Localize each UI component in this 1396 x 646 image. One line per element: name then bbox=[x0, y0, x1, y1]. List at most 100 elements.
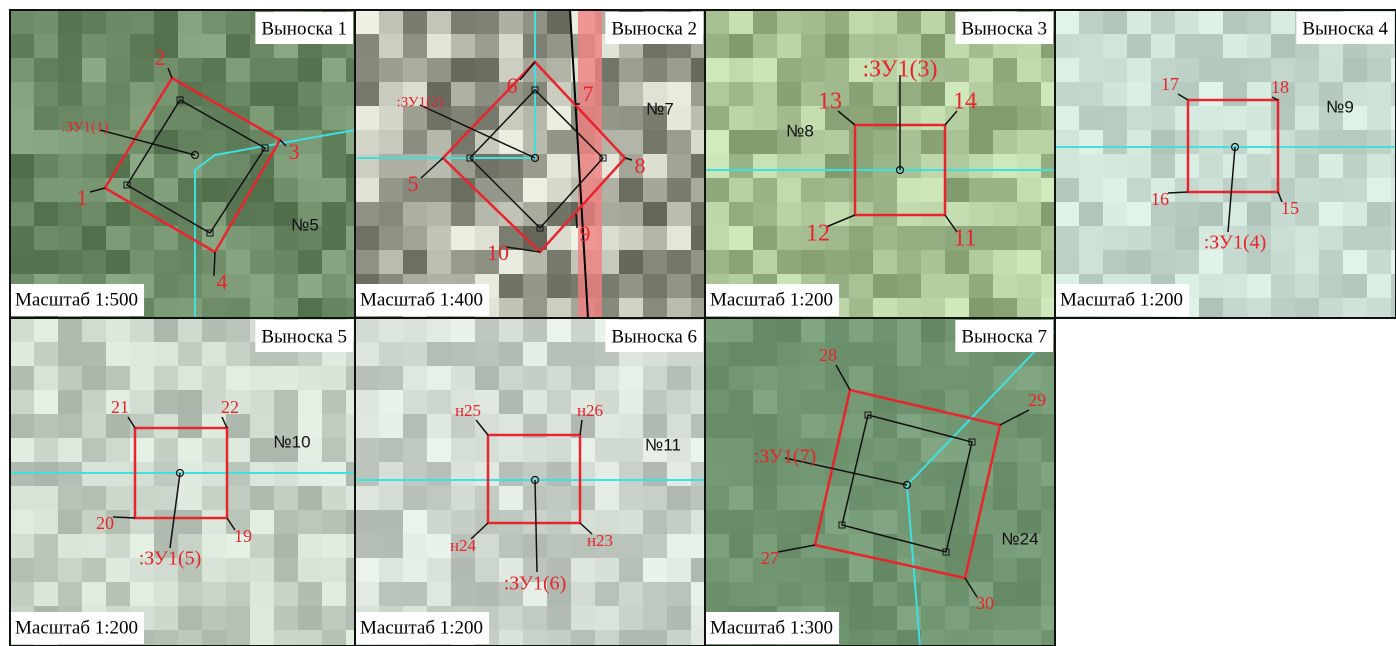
imagery-pixel bbox=[945, 630, 969, 646]
imagery-pixel bbox=[379, 178, 403, 202]
imagery-pixel bbox=[993, 582, 1017, 606]
imagery-pixel bbox=[58, 106, 82, 130]
imagery-pixel bbox=[523, 606, 547, 630]
point-label: 6 bbox=[507, 73, 518, 98]
imagery-pixel bbox=[1151, 154, 1175, 178]
imagery-pixel bbox=[34, 58, 58, 82]
imagery-pixel bbox=[1103, 226, 1127, 250]
imagery-pixel bbox=[849, 486, 873, 510]
imagery-pixel bbox=[691, 510, 705, 534]
imagery-pixel bbox=[475, 558, 499, 582]
imagery-pixel bbox=[691, 438, 705, 462]
imagery-pixel bbox=[547, 10, 571, 34]
imagery-pixel bbox=[178, 58, 202, 82]
imagery-pixel bbox=[705, 106, 729, 130]
imagery-pixel bbox=[274, 510, 298, 534]
point-leader bbox=[167, 67, 173, 79]
imagery-pixel bbox=[897, 10, 921, 34]
imagery-pixel bbox=[729, 438, 753, 462]
imagery-pixel bbox=[298, 486, 322, 510]
imagery-pixel bbox=[777, 226, 801, 250]
imagery-pixel bbox=[274, 226, 298, 250]
imagery-pixel bbox=[667, 154, 691, 178]
imagery-pixel bbox=[379, 462, 403, 486]
imagery-pixel bbox=[226, 274, 250, 298]
imagery-pixel bbox=[571, 606, 595, 630]
imagery-pixel bbox=[10, 10, 34, 34]
imagery-pixel bbox=[82, 130, 106, 154]
imagery-pixel bbox=[897, 82, 921, 106]
imagery-pixel bbox=[777, 250, 801, 274]
imagery-pixel bbox=[729, 486, 753, 510]
imagery-pixel bbox=[451, 462, 475, 486]
imagery-pixel bbox=[897, 366, 921, 390]
imagery-pixel bbox=[130, 250, 154, 274]
imagery-pixel bbox=[1017, 250, 1041, 274]
imagery-pixel bbox=[993, 486, 1017, 510]
imagery-pixel bbox=[801, 342, 825, 366]
imagery-pixel bbox=[250, 82, 274, 106]
imagery-pixel bbox=[921, 130, 945, 154]
imagery-pixel bbox=[691, 414, 705, 438]
imagery-pixel bbox=[705, 486, 729, 510]
imagery-pixel bbox=[547, 606, 571, 630]
imagery-pixel bbox=[547, 630, 571, 646]
imagery-pixel bbox=[58, 226, 82, 250]
imagery-pixel bbox=[451, 438, 475, 462]
imagery-pixel bbox=[897, 298, 921, 318]
imagery-pixel bbox=[379, 438, 403, 462]
imagery-pixel bbox=[1391, 178, 1396, 202]
imagery-pixel bbox=[1017, 630, 1041, 646]
imagery-pixel bbox=[753, 226, 777, 250]
imagery-pixel bbox=[154, 606, 178, 630]
imagery-pixel bbox=[729, 202, 753, 226]
imagery-pixel bbox=[643, 130, 667, 154]
imagery-pixel bbox=[106, 226, 130, 250]
imagery-pixel bbox=[873, 106, 897, 130]
imagery-pixel bbox=[849, 630, 873, 646]
imagery-pixel bbox=[499, 34, 523, 58]
point-leader bbox=[470, 522, 489, 540]
imagery-pixel bbox=[945, 582, 969, 606]
imagery-pixel bbox=[58, 438, 82, 462]
imagery-pixel bbox=[849, 366, 873, 390]
imagery-pixel bbox=[1017, 606, 1041, 630]
imagery-pixel bbox=[1271, 130, 1295, 154]
imagery-pixel bbox=[1343, 82, 1367, 106]
imagery-pixel bbox=[130, 226, 154, 250]
imagery-pixel bbox=[1247, 250, 1271, 274]
imagery-pixel bbox=[82, 250, 106, 274]
imagery-pixel bbox=[58, 558, 82, 582]
imagery-pixel bbox=[571, 438, 595, 462]
imagery-pixel bbox=[825, 226, 849, 250]
point-leader bbox=[279, 139, 287, 147]
imagery-pixel bbox=[667, 510, 691, 534]
imagery-pixel bbox=[346, 366, 355, 390]
imagery-pixel bbox=[1041, 250, 1055, 274]
imagery-pixel bbox=[250, 366, 274, 390]
imagery-pixel bbox=[427, 366, 451, 390]
imagery-pixel bbox=[1319, 178, 1343, 202]
imagery-pixel bbox=[729, 582, 753, 606]
imagery-pixel bbox=[178, 10, 202, 34]
imagery-pixel bbox=[322, 486, 346, 510]
imagery-pixel bbox=[825, 486, 849, 510]
imagery-pixel bbox=[1199, 298, 1223, 318]
imagery-pixel bbox=[777, 462, 801, 486]
imagery-pixel bbox=[849, 606, 873, 630]
parcel-center bbox=[895, 165, 905, 175]
imagery-pixel bbox=[691, 58, 705, 82]
imagery-pixel bbox=[705, 226, 729, 250]
imagery-pixel bbox=[619, 226, 643, 250]
imagery-pixel bbox=[993, 462, 1017, 486]
imagery-pixel bbox=[1127, 250, 1151, 274]
imagery-pixel bbox=[849, 318, 873, 342]
imagery-pixel bbox=[58, 582, 82, 606]
imagery-pixel bbox=[1151, 130, 1175, 154]
imagery-pixel bbox=[753, 342, 777, 366]
imagery-pixel bbox=[753, 202, 777, 226]
structure-outline bbox=[841, 414, 973, 553]
imagery-pixel bbox=[322, 390, 346, 414]
imagery-pixel bbox=[178, 390, 202, 414]
imagery-pixel bbox=[825, 342, 849, 366]
